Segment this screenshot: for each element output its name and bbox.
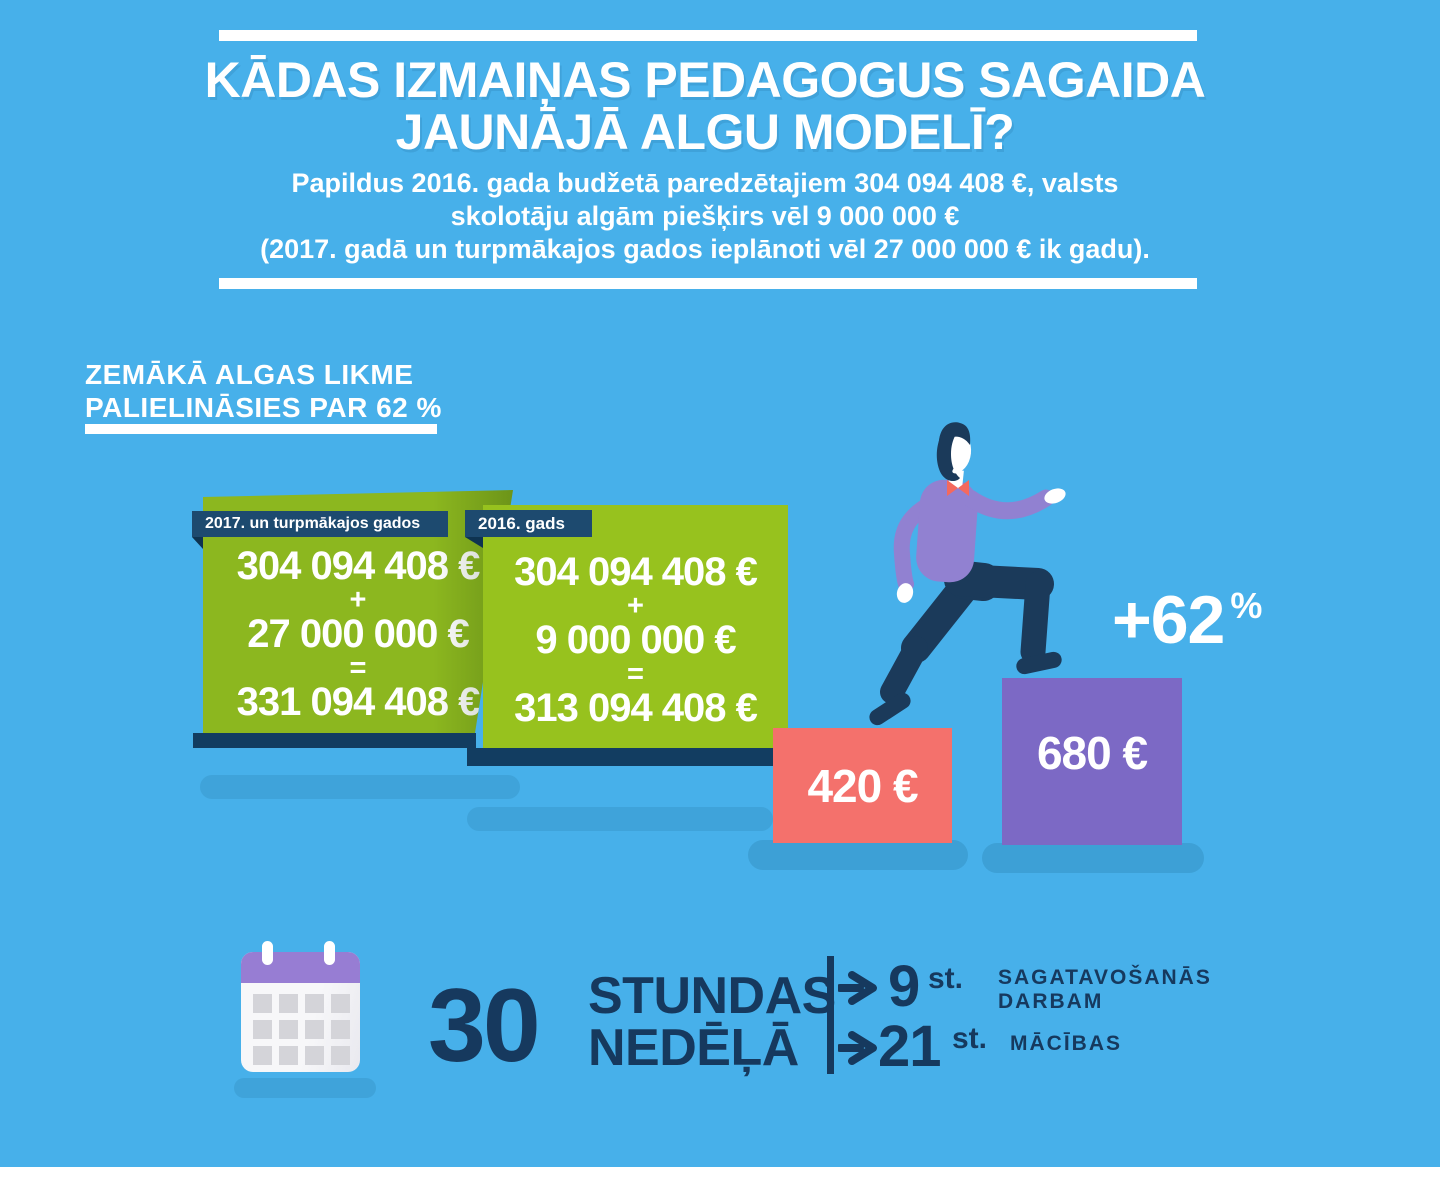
salary-step-low-box: 420 € — [773, 728, 952, 843]
man-beard — [936, 433, 960, 482]
subtitle-line3: (2017. gadā un turpmākajos gados ieplāno… — [260, 234, 1150, 264]
salary-step-high-value: 680 € — [1036, 727, 1148, 779]
breakdown-1-unit: st. — [928, 962, 964, 995]
subtitle-line2: skolotāju algām piešķirs vēl 9 000 000 € — [450, 201, 960, 231]
climbing-man-illustration — [869, 422, 1066, 726]
page-title-line1: KĀDAS IZMAIŅAS PEDAGOGUS SAGAIDA — [204, 52, 1206, 108]
salary-heading-line2: PALIELINĀSIES PAR 62 % — [85, 392, 442, 423]
man-right-hand — [1044, 488, 1066, 504]
calendar-day-cell — [253, 994, 272, 1013]
man-torso — [916, 479, 978, 583]
budget-box-2016-tab-label: 2016. gads — [478, 513, 565, 533]
amount-2016-total: 313 094 408 € — [514, 686, 758, 730]
calendar-day-cell — [253, 1020, 272, 1039]
man-mouth — [952, 466, 962, 474]
salary-heading-line1: ZEMĀKĀ ALGAS LIKME — [85, 359, 414, 390]
arrow-right-icon — [838, 1031, 877, 1065]
amount-2017-total: 331 094 408 € — [236, 680, 481, 724]
calendar-day-cell — [253, 1046, 272, 1065]
man-left-arm — [893, 496, 938, 592]
salary-heading-underline — [85, 424, 437, 434]
man-left-shin — [880, 636, 928, 704]
breakdown-1-label-line1: SAGATAVOŠANĀS — [998, 966, 1212, 989]
breakdown-2-value: 21 — [878, 1014, 942, 1079]
calendar-ring-left — [262, 941, 273, 965]
calendar-day-cell — [279, 1020, 298, 1039]
calendar-day-cell — [331, 1046, 350, 1065]
plus-sign-2016: + — [627, 590, 644, 622]
budget-box-2017-tab: 2017. un turpmākajos gados — [192, 511, 448, 537]
shadow-pill-under-purple-step — [982, 843, 1204, 873]
man-right-thigh — [944, 564, 1054, 600]
budget-box-2016-tab: 2016. gads — [465, 510, 592, 537]
calendar-day-grid — [253, 994, 350, 1065]
budget-box-2016-tab-fold — [465, 537, 483, 548]
man-hair — [938, 422, 971, 458]
amount-2017-base: 304 094 408 € — [236, 544, 481, 588]
weekly-hours-unit-line2: NEDĒĻĀ — [588, 1019, 799, 1077]
calendar-day-cell — [279, 1046, 298, 1065]
amount-2017-add: 27 000 000 € — [247, 612, 470, 656]
calendar-day-cell — [305, 1020, 324, 1039]
budget-box-2016-amounts: 304 094 408 € + 9 000 000 € = 313 094 40… — [483, 505, 788, 730]
weekly-hours-unit-line1: STUNDAS — [588, 967, 836, 1025]
breakdown-branch-line — [827, 956, 834, 1074]
man-left-shoe — [869, 692, 911, 726]
calendar-icon-header — [241, 952, 360, 983]
calendar-day-cell — [331, 994, 350, 1013]
shadow-pill-under-red-step — [748, 840, 968, 870]
salary-step-high-box: 680 € — [1002, 678, 1182, 845]
weekly-hours-number: 30 — [428, 968, 541, 1084]
amount-2016-add: 9 000 000 € — [535, 618, 736, 662]
calendar-shadow-pill — [234, 1078, 376, 1098]
subtitle-line1: Papildus 2016. gada budžetā paredzētajie… — [291, 168, 1119, 198]
bottom-page-strip — [0, 1167, 1440, 1185]
man-left-hand — [896, 583, 914, 603]
arrow-right-icon — [838, 971, 877, 1005]
man-right-shoe — [1016, 651, 1062, 675]
equals-sign-2017: = — [349, 652, 367, 684]
budget-box-2017-amounts: 304 094 408 € + 27 000 000 € = 331 094 4… — [203, 490, 513, 724]
man-right-arm — [961, 489, 1055, 520]
shadow-pill-left — [200, 775, 520, 799]
header-bottom-divider-bar — [219, 278, 1197, 289]
budget-box-2017-tab-label: 2017. un turpmākajos gados — [205, 515, 421, 532]
budget-box-2016: 304 094 408 € + 9 000 000 € = 313 094 40… — [483, 505, 788, 748]
equals-sign-2016: = — [627, 658, 644, 690]
increase-percentage: +62 % — [1112, 582, 1263, 658]
shadow-pill-middle — [467, 807, 773, 831]
breakdown-1-label-line2: DARBAM — [998, 990, 1104, 1013]
increase-unit: % — [1230, 585, 1263, 626]
breakdown-2-label-line1: MĀCĪBAS — [1010, 1032, 1122, 1055]
budget-box-2017-base-bar — [193, 733, 476, 748]
man-right-shin — [1020, 571, 1051, 665]
calendar-day-cell — [279, 994, 298, 1013]
calendar-day-cell — [331, 1020, 350, 1039]
top-divider-bar — [219, 30, 1197, 41]
page-title-line2: JAUNĀJĀ ALGU MODELĪ? — [395, 104, 1015, 160]
salary-step-low-value: 420 € — [807, 759, 918, 812]
budget-box-2017-tab-fold — [192, 537, 203, 549]
man-bow-tie — [947, 480, 969, 496]
breakdown-1-value: 9 — [888, 954, 920, 1019]
calendar-day-cell — [305, 994, 324, 1013]
calendar-day-cell — [305, 1046, 324, 1065]
budget-box-2016-base-bar — [467, 748, 775, 766]
amount-2016-base: 304 094 408 € — [514, 550, 758, 594]
man-left-thigh — [901, 575, 977, 663]
calendar-ring-right — [324, 941, 335, 965]
increase-value: +62 — [1112, 582, 1225, 658]
breakdown-2-unit: st. — [952, 1022, 988, 1055]
plus-sign-2017: + — [349, 584, 367, 616]
